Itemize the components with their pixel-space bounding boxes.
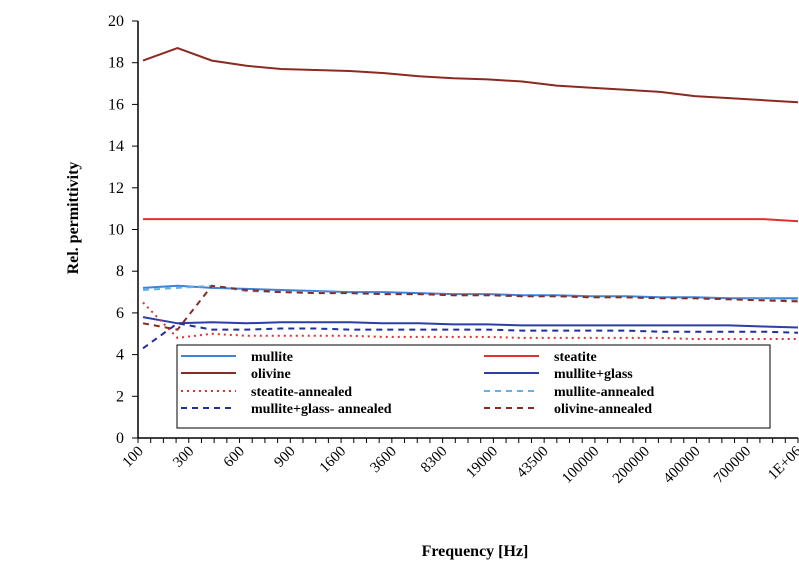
x-tick-label: 1600: [317, 444, 350, 477]
y-tick-label: 2: [116, 388, 124, 405]
series-layer: [142, 47, 799, 350]
x-tick-label: 300: [170, 444, 197, 471]
legend-label: mullite+glass: [554, 367, 633, 382]
legend-label: olivine: [251, 367, 291, 382]
legend-label: steatite-annealed: [251, 385, 352, 400]
series-line: [142, 284, 798, 300]
x-tick-label: 43500: [514, 444, 552, 482]
x-tick-label: 900: [271, 444, 298, 471]
y-axis-title: Rel. permittivity: [65, 162, 82, 275]
x-tick-label: 400000: [660, 444, 703, 487]
series-line: [142, 316, 799, 329]
legend-label: olivine-annealed: [554, 402, 652, 417]
series-line: [143, 218, 799, 223]
series-line: [142, 322, 799, 350]
legend-box: [176, 344, 771, 429]
x-tick-label: 1E+06: [765, 443, 799, 483]
y-tick-label: 4: [116, 347, 124, 364]
x-tick-label: 700000: [711, 444, 754, 487]
x-tick-label: 8300: [418, 444, 451, 477]
y-tick-label: 10: [108, 222, 124, 239]
x-tick-label: 600: [221, 444, 248, 471]
y-tick-label: 12: [108, 180, 124, 197]
x-tick-label: 100000: [559, 444, 602, 487]
series-line: [142, 47, 799, 104]
x-tick-label: 3600: [367, 444, 400, 477]
series-line: [142, 301, 798, 340]
x-axis-title: Frequency [Hz]: [422, 543, 529, 560]
x-tick-label: 100: [120, 444, 147, 471]
legend-label: mullite: [251, 350, 293, 365]
y-tick-label: 14: [108, 138, 124, 155]
y-tick-label: 8: [116, 263, 124, 280]
y-tick-label: 16: [108, 96, 124, 113]
y-tick-label: 0: [116, 430, 124, 447]
legend: mullite steatite olivine mullite+glass steat…: [176, 344, 771, 429]
x-tick-label: 200000: [610, 444, 653, 487]
x-tick-label: 19000: [463, 444, 501, 482]
legend-label: steatite: [554, 350, 597, 365]
y-tick-label: 18: [108, 55, 124, 72]
legend-label: mullite+glass- annealed: [251, 402, 392, 417]
y-tick-label: 6: [116, 305, 124, 322]
legend-label: mullite-annealed: [554, 385, 655, 400]
y-tick-label: 20: [108, 13, 124, 30]
